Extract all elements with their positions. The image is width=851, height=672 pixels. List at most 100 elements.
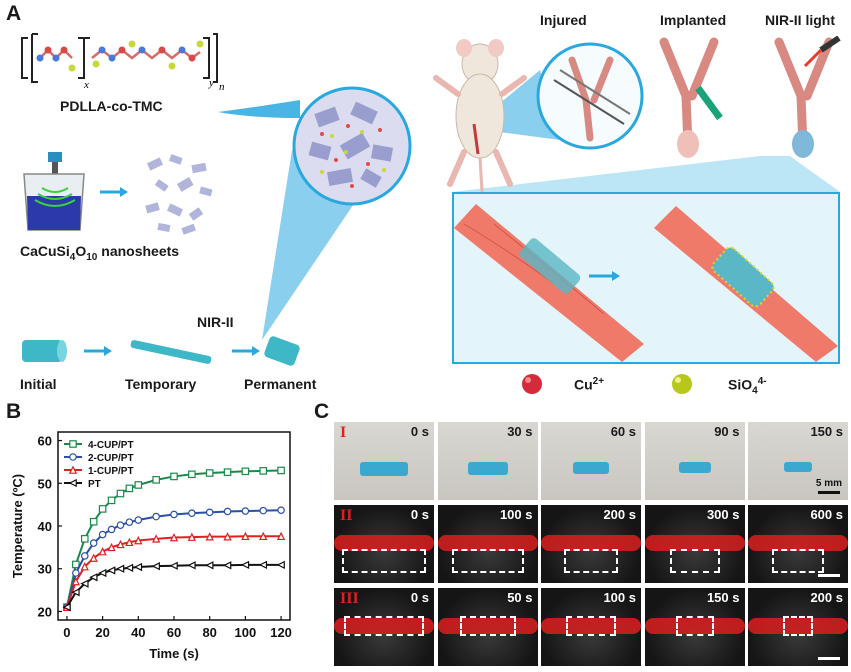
data-point: [116, 521, 125, 529]
ultrasound-frame: 300 s: [644, 505, 745, 583]
data-point: [259, 506, 268, 515]
data-point: [151, 561, 160, 571]
y-tick-label: 40: [38, 519, 52, 534]
time-label: 90 s: [714, 424, 740, 439]
data-point: [276, 560, 285, 570]
data-point: [72, 569, 80, 577]
roi-box: [783, 616, 813, 636]
stage-permanent: Permanent: [244, 376, 317, 392]
data-point: [124, 563, 134, 573]
sample-tube: [360, 462, 408, 476]
photo-frame: 30 s: [437, 422, 538, 500]
data-point: [259, 531, 268, 541]
roi-box: [564, 549, 618, 573]
data-point: [223, 532, 232, 541]
time-label: 100 s: [603, 590, 636, 605]
data-point: [241, 531, 250, 541]
data-point: [89, 553, 98, 562]
data-point: [80, 552, 89, 560]
polymer-label: PDLLA-co-TMC: [60, 98, 163, 114]
roi-box: [344, 616, 424, 636]
data-point: [106, 566, 116, 575]
data-point: [170, 510, 178, 519]
x-tick-label: 100: [235, 625, 257, 640]
nir-vessel-icon: [774, 36, 841, 158]
ultrasound-frame: 200 s: [748, 588, 848, 666]
roi-box: [566, 616, 616, 636]
roi-box: [451, 549, 524, 573]
time-label: 50 s: [507, 590, 533, 605]
data-point: [98, 505, 107, 513]
ultrasound-frame: 150 s: [644, 588, 745, 666]
data-point: [277, 466, 285, 475]
formula-sub-n: n: [219, 81, 225, 90]
data-point: [98, 547, 107, 556]
data-point: [115, 564, 125, 573]
legend-marker: [69, 453, 77, 461]
data-point: [72, 560, 80, 569]
series-line-PT: [66, 563, 282, 608]
time-label: 100 s: [499, 507, 533, 522]
formula-sub-y: y: [208, 77, 214, 89]
rat-icon: [433, 39, 527, 193]
vessel-detail-box: [452, 192, 840, 364]
scale-bar: [818, 491, 840, 494]
y-tick-label: 20: [38, 604, 52, 619]
ultrasound-frame: 100 s: [541, 588, 641, 666]
data-point: [98, 568, 107, 578]
data-point: [152, 476, 160, 484]
data-point: [125, 537, 134, 547]
composite-zoom-circle: [292, 86, 412, 206]
data-point: [240, 560, 250, 570]
vessel-grafts: [454, 204, 838, 362]
panel-label-c: C: [314, 400, 330, 423]
photo-frame: 60 s: [541, 422, 641, 500]
time-label: 200 s: [810, 590, 843, 605]
sample-tube: [573, 462, 609, 474]
data-point: [116, 489, 125, 498]
panel-label-a: A: [6, 2, 22, 25]
ultrasound-frame: 50 s: [437, 588, 538, 666]
data-point: [277, 506, 285, 514]
legend-marker: [69, 440, 77, 448]
scale-bar: [818, 657, 840, 660]
tissue-band: [748, 535, 848, 551]
data-point: [188, 470, 196, 479]
y-tick-label: 30: [38, 562, 52, 577]
x-tick-label: 20: [95, 625, 109, 640]
sample-tube: [467, 462, 508, 475]
data-point: [107, 525, 116, 534]
implanted-vessel-icon: [659, 37, 723, 158]
x-tick-label: 80: [202, 625, 216, 640]
scale-bar-label: 5 mm: [815, 478, 842, 489]
roi-box: [669, 549, 720, 573]
data-point: [134, 535, 143, 545]
data-point: [134, 481, 143, 489]
time-label: 150 s: [706, 590, 740, 605]
ultrasound-frame: 0 s III: [334, 588, 434, 666]
temporary-rod-icon: [130, 340, 212, 364]
image-grid: 0 s I 30 s 60 s 90 s 150 s 5 mm 0 s II 100 s 200 s…: [334, 422, 848, 666]
data-point: [187, 532, 197, 541]
series-line-1-CUP/PT: [65, 535, 282, 608]
data-point: [125, 518, 134, 526]
data-point: [151, 534, 161, 543]
data-point: [89, 517, 98, 526]
time-label: 300 s: [706, 507, 740, 522]
permanent-tube-icon: [264, 336, 300, 366]
temperature-chart: 0 20 40 60 80 100 120 20 30 40 50 60 Time (s) Tempera…: [10, 431, 292, 661]
data-point: [133, 562, 143, 572]
data-point: [89, 539, 98, 547]
data-point: [134, 516, 143, 524]
stage-initial: Initial: [20, 376, 57, 392]
data-point: [276, 531, 286, 541]
photo-frame: 90 s: [644, 422, 745, 500]
tissue-band: [541, 535, 641, 551]
time-label: 0 s: [410, 424, 429, 439]
legend-label: 2-CUP/PT: [88, 453, 134, 464]
time-label: 30 s: [507, 424, 533, 439]
data-point: [259, 467, 268, 475]
y-tick-label: 50: [38, 476, 52, 491]
silicate-ion-icon: [672, 374, 692, 394]
data-point: [116, 539, 125, 549]
